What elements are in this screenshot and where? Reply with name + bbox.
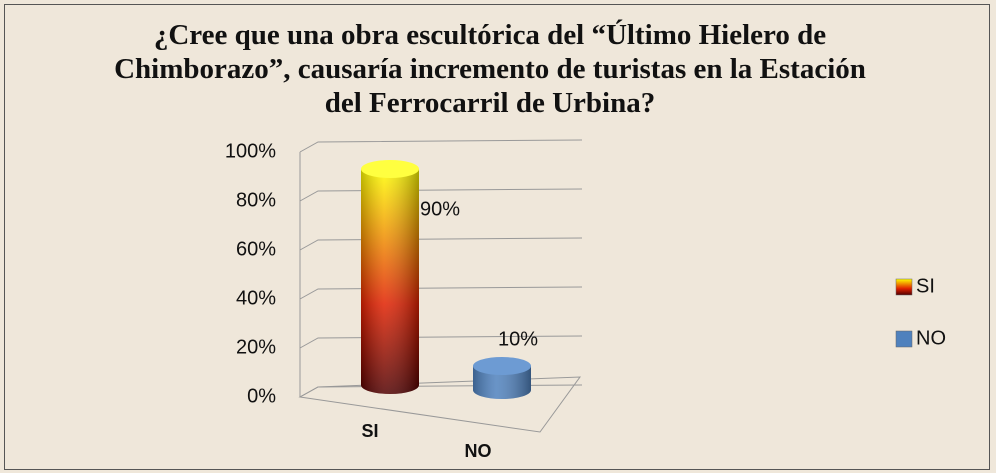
bar-shade xyxy=(361,169,419,394)
y-tick-label: 40% xyxy=(236,287,276,309)
legend-swatch xyxy=(895,278,913,296)
grid-line xyxy=(299,384,583,398)
data-label: 10% xyxy=(498,328,538,350)
bar-top xyxy=(473,357,531,375)
legend-label: NO xyxy=(916,327,946,349)
bar-shade xyxy=(473,366,531,399)
grid-line xyxy=(299,139,583,153)
grid-line xyxy=(299,286,583,300)
legend-label: SI xyxy=(916,275,935,297)
chart-title: ¿Cree que una obra escultórica del “Últi… xyxy=(114,19,866,119)
x-tick-label: NO xyxy=(465,441,492,461)
bar xyxy=(361,160,419,394)
grid-line xyxy=(299,335,583,349)
y-tick-label: 20% xyxy=(236,336,276,358)
data-label: 90% xyxy=(420,198,460,220)
grid-line xyxy=(299,237,583,251)
bar-top xyxy=(361,160,419,178)
legend-swatch xyxy=(895,330,913,348)
y-tick-label: 0% xyxy=(247,385,276,407)
frame xyxy=(4,4,990,470)
y-tick-label: 60% xyxy=(236,238,276,260)
y-tick-label: 80% xyxy=(236,189,276,211)
grid-line xyxy=(299,188,583,202)
y-tick-label: 100% xyxy=(225,140,276,162)
bar xyxy=(473,357,531,399)
x-tick-label: SI xyxy=(361,421,378,441)
